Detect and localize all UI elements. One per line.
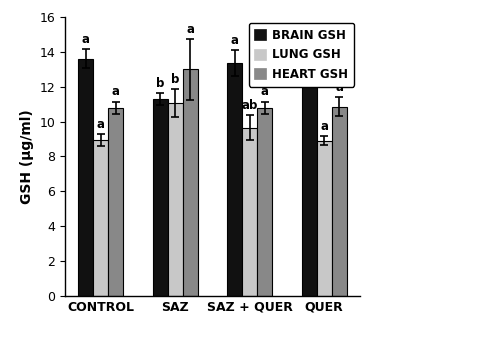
Text: ab: ab xyxy=(242,99,258,112)
Text: b: b xyxy=(171,73,179,86)
Text: a: a xyxy=(231,34,239,47)
Bar xyxy=(78,59,94,296)
Bar xyxy=(153,99,168,296)
Bar xyxy=(228,63,242,296)
Y-axis label: GSH (µg/ml): GSH (µg/ml) xyxy=(20,109,34,204)
Text: a: a xyxy=(320,120,328,133)
Bar xyxy=(317,141,332,296)
Text: a: a xyxy=(97,118,105,131)
Bar xyxy=(242,128,257,296)
Text: a: a xyxy=(306,22,314,35)
Text: b: b xyxy=(156,76,164,90)
Bar xyxy=(302,48,317,296)
Bar xyxy=(257,107,272,296)
Text: a: a xyxy=(335,81,343,94)
Bar xyxy=(94,140,108,296)
Text: a: a xyxy=(186,23,194,36)
Bar xyxy=(108,107,123,296)
Text: a: a xyxy=(260,85,268,98)
Text: a: a xyxy=(82,33,90,46)
Bar xyxy=(168,103,182,296)
Bar xyxy=(332,107,346,296)
Text: a: a xyxy=(112,85,120,98)
Bar xyxy=(182,69,198,296)
Legend: BRAIN GSH, LUNG GSH, HEART GSH: BRAIN GSH, LUNG GSH, HEART GSH xyxy=(248,23,354,87)
